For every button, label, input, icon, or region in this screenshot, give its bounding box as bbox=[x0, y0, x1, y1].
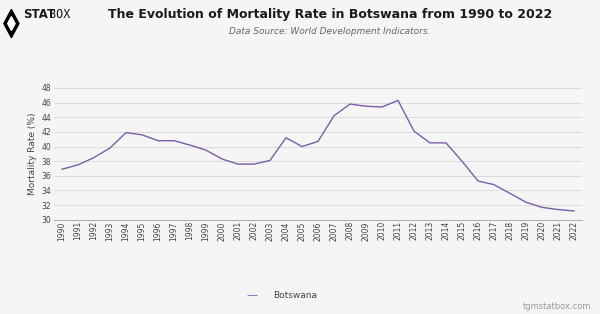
Text: The Evolution of Mortality Rate in Botswana from 1990 to 2022: The Evolution of Mortality Rate in Botsw… bbox=[108, 8, 552, 21]
Y-axis label: Mortality Rate (%): Mortality Rate (%) bbox=[28, 113, 37, 195]
Text: tgmstatbox.com: tgmstatbox.com bbox=[523, 302, 591, 311]
Text: —: — bbox=[247, 290, 257, 300]
Text: STAT: STAT bbox=[23, 8, 55, 21]
Polygon shape bbox=[8, 17, 15, 30]
Text: Botswana: Botswana bbox=[273, 291, 317, 300]
Text: Data Source: World Development Indicators.: Data Source: World Development Indicator… bbox=[229, 27, 431, 36]
Polygon shape bbox=[4, 9, 19, 38]
Text: BOX: BOX bbox=[49, 8, 71, 21]
